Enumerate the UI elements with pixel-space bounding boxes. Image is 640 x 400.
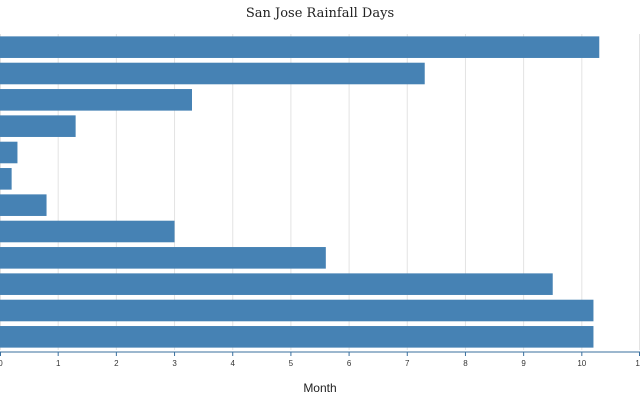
x-tick-label: 0 bbox=[0, 359, 3, 368]
bar bbox=[0, 168, 12, 190]
bar bbox=[0, 89, 192, 111]
x-tick-label: 10 bbox=[577, 359, 586, 368]
bar bbox=[0, 141, 18, 164]
bar bbox=[0, 62, 425, 85]
bar bbox=[0, 194, 47, 216]
x-tick-label: 6 bbox=[347, 359, 352, 368]
x-tick-label: 1 bbox=[56, 359, 61, 368]
x-axis: 0 1 2 3 4 5 6 7 8 9 10 11 bbox=[0, 351, 640, 368]
bar bbox=[0, 247, 326, 269]
x-tick-label: 3 bbox=[172, 359, 177, 368]
x-tick-label: 11 bbox=[635, 359, 640, 368]
bar bbox=[0, 115, 76, 137]
bar bbox=[0, 299, 594, 322]
bar bbox=[0, 36, 600, 58]
chart-title: San Jose Rainfall Days bbox=[246, 6, 394, 21]
bar bbox=[0, 326, 594, 348]
bar bbox=[0, 220, 175, 243]
x-tick-label: 7 bbox=[405, 359, 410, 368]
bars bbox=[0, 36, 600, 348]
x-tick-label: 4 bbox=[231, 359, 236, 368]
x-tick-label: 9 bbox=[521, 359, 526, 368]
x-tick-label: 2 bbox=[114, 359, 119, 368]
x-tick-label: 8 bbox=[463, 359, 468, 368]
x-axis-title: Month bbox=[303, 381, 336, 395]
x-tick-label: 5 bbox=[289, 359, 294, 368]
bar bbox=[0, 273, 553, 295]
